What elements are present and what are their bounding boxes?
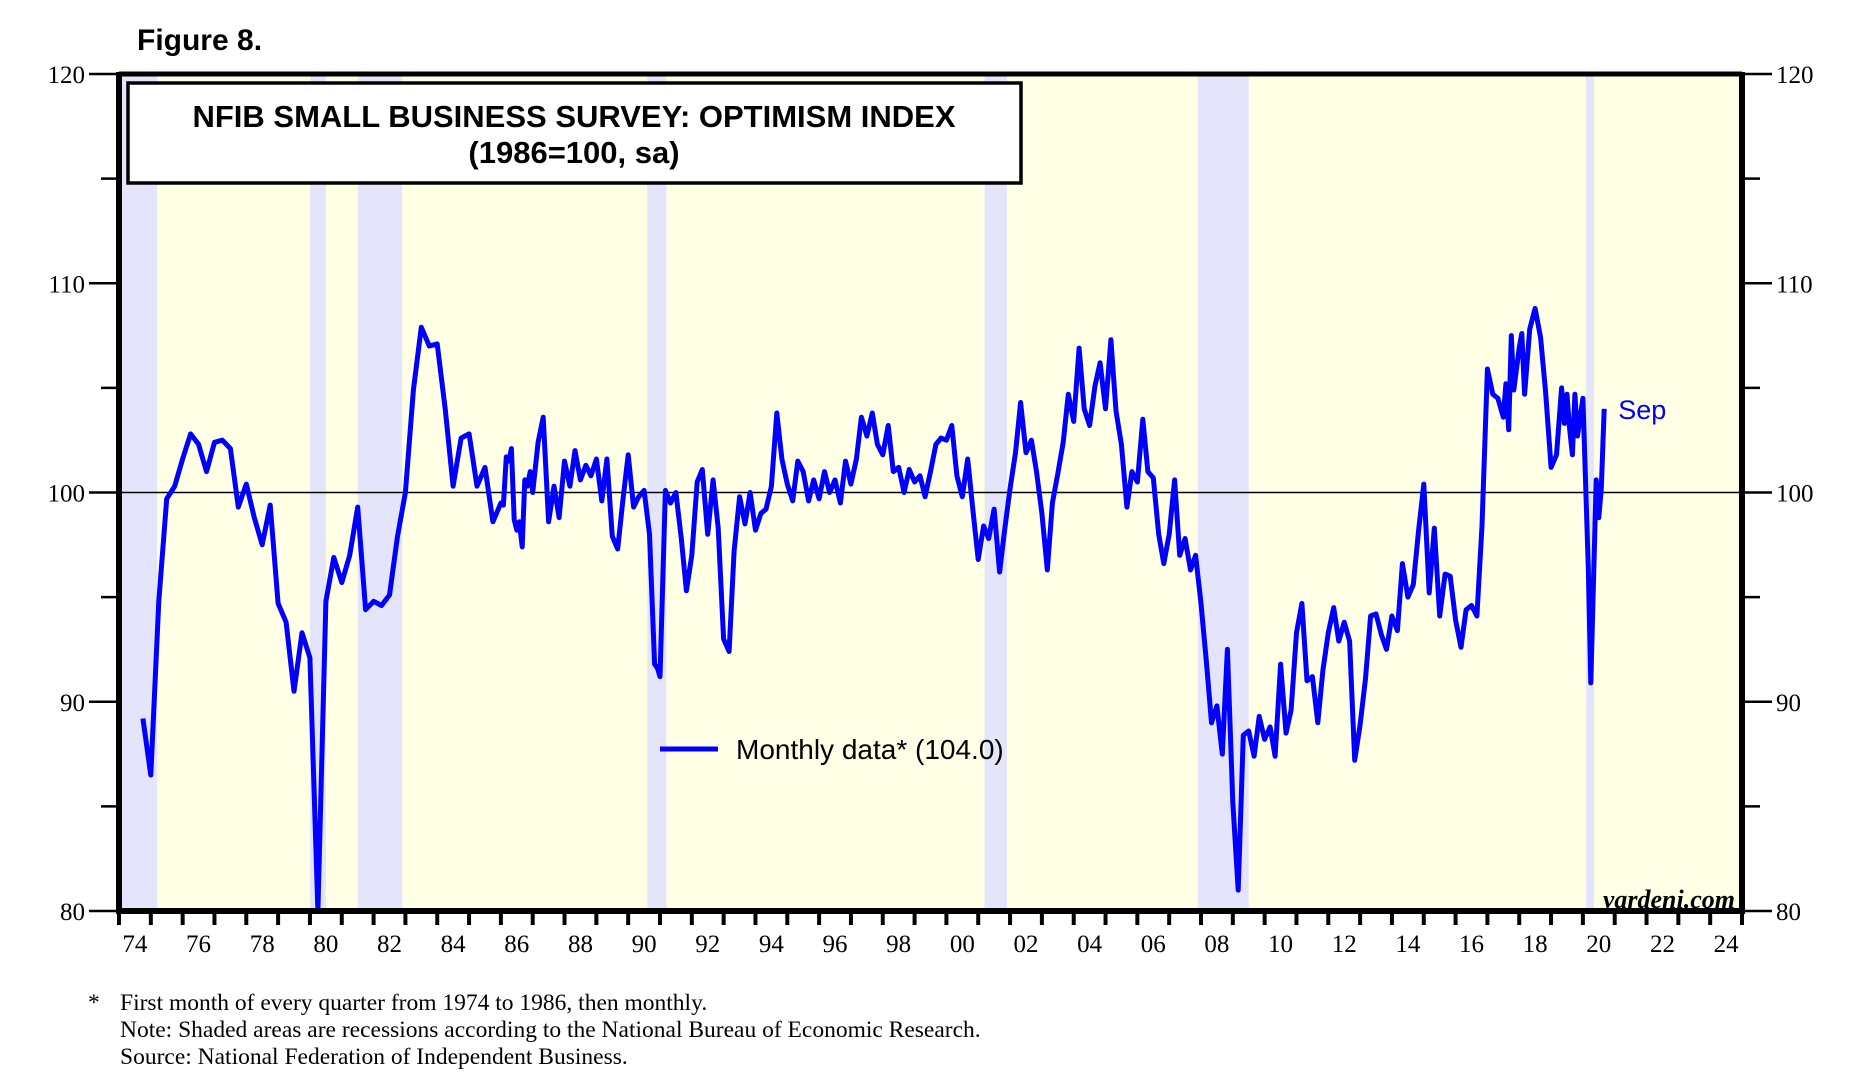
x-tick-label: 98 xyxy=(886,931,911,958)
annotation-sep: Sep xyxy=(1618,395,1666,425)
x-tick-label: 86 xyxy=(504,931,529,958)
x-tick-label: 10 xyxy=(1268,931,1293,958)
y-axis-right: 80 90 100 110 120 xyxy=(1742,62,1814,926)
watermark: yardeni.com xyxy=(1600,885,1735,914)
x-tick-label: 84 xyxy=(441,931,467,958)
y-axis-left: 80 90 100 110 120 xyxy=(48,62,119,926)
y-tick-label-right: 120 xyxy=(1776,62,1814,89)
y-tick-label-left: 110 xyxy=(48,271,85,298)
figure-label: Figure 8. xyxy=(137,24,263,57)
x-tick-label: 00 xyxy=(950,931,975,958)
y-tick-label-right: 110 xyxy=(1776,271,1813,298)
source-note: Source: National Federation of Independe… xyxy=(120,1044,628,1070)
x-tick-label: 76 xyxy=(186,931,211,958)
y-tick-label-left: 120 xyxy=(48,62,86,89)
x-tick-label: 94 xyxy=(759,931,785,958)
x-tick-label: 78 xyxy=(250,931,275,958)
x-tick-label: 16 xyxy=(1459,931,1484,958)
x-tick-label: 96 xyxy=(823,931,848,958)
x-axis: 74 76 78 80 82 84 86 88 90 92 94 96 98 00 02 04 06 08 10 12… xyxy=(117,911,1744,958)
chart-subtitle: (1986=100, sa) xyxy=(468,135,679,170)
legend-label: Monthly data* (104.0) xyxy=(736,734,1004,765)
recession-note: Note: Shaded areas are recessions accord… xyxy=(120,1017,981,1043)
y-tick-label-left: 80 xyxy=(60,899,85,926)
x-tick-label: 14 xyxy=(1395,931,1421,958)
x-tick-label: 82 xyxy=(377,931,402,958)
x-tick-label: 74 xyxy=(122,931,148,958)
y-tick-label-right: 90 xyxy=(1776,690,1801,717)
x-tick-label: 22 xyxy=(1650,931,1675,958)
notes: * First month of every quarter from 1974 … xyxy=(88,990,981,1071)
x-tick-label: 24 xyxy=(1714,931,1740,958)
x-tick-label: 92 xyxy=(695,931,720,958)
x-tick-label: 18 xyxy=(1523,931,1548,958)
x-tick-label: 80 xyxy=(313,931,338,958)
title-box: NFIB SMALL BUSINESS SURVEY: OPTIMISM IND… xyxy=(126,81,1023,185)
x-tick-label: 08 xyxy=(1204,931,1229,958)
footnote-marker: * xyxy=(88,990,100,1016)
y-tick-label-left: 90 xyxy=(60,690,85,717)
x-tick-label: 06 xyxy=(1141,931,1166,958)
y-tick-label-right: 100 xyxy=(1776,481,1814,508)
legend: Monthly data* (104.0) xyxy=(660,734,1004,765)
x-tick-label: 12 xyxy=(1332,931,1357,958)
x-tick-label: 20 xyxy=(1586,931,1611,958)
y-tick-label-right: 80 xyxy=(1776,899,1801,926)
x-tick-label: 02 xyxy=(1013,931,1038,958)
footnote: First month of every quarter from 1974 t… xyxy=(120,990,708,1016)
series-line-monthly xyxy=(140,305,1607,914)
y-tick-label-left: 100 xyxy=(48,481,86,508)
x-tick-label: 88 xyxy=(568,931,593,958)
x-tick-label: 04 xyxy=(1077,931,1103,958)
chart-title: NFIB SMALL BUSINESS SURVEY: OPTIMISM IND… xyxy=(192,99,955,134)
x-tick-label: 90 xyxy=(632,931,657,958)
